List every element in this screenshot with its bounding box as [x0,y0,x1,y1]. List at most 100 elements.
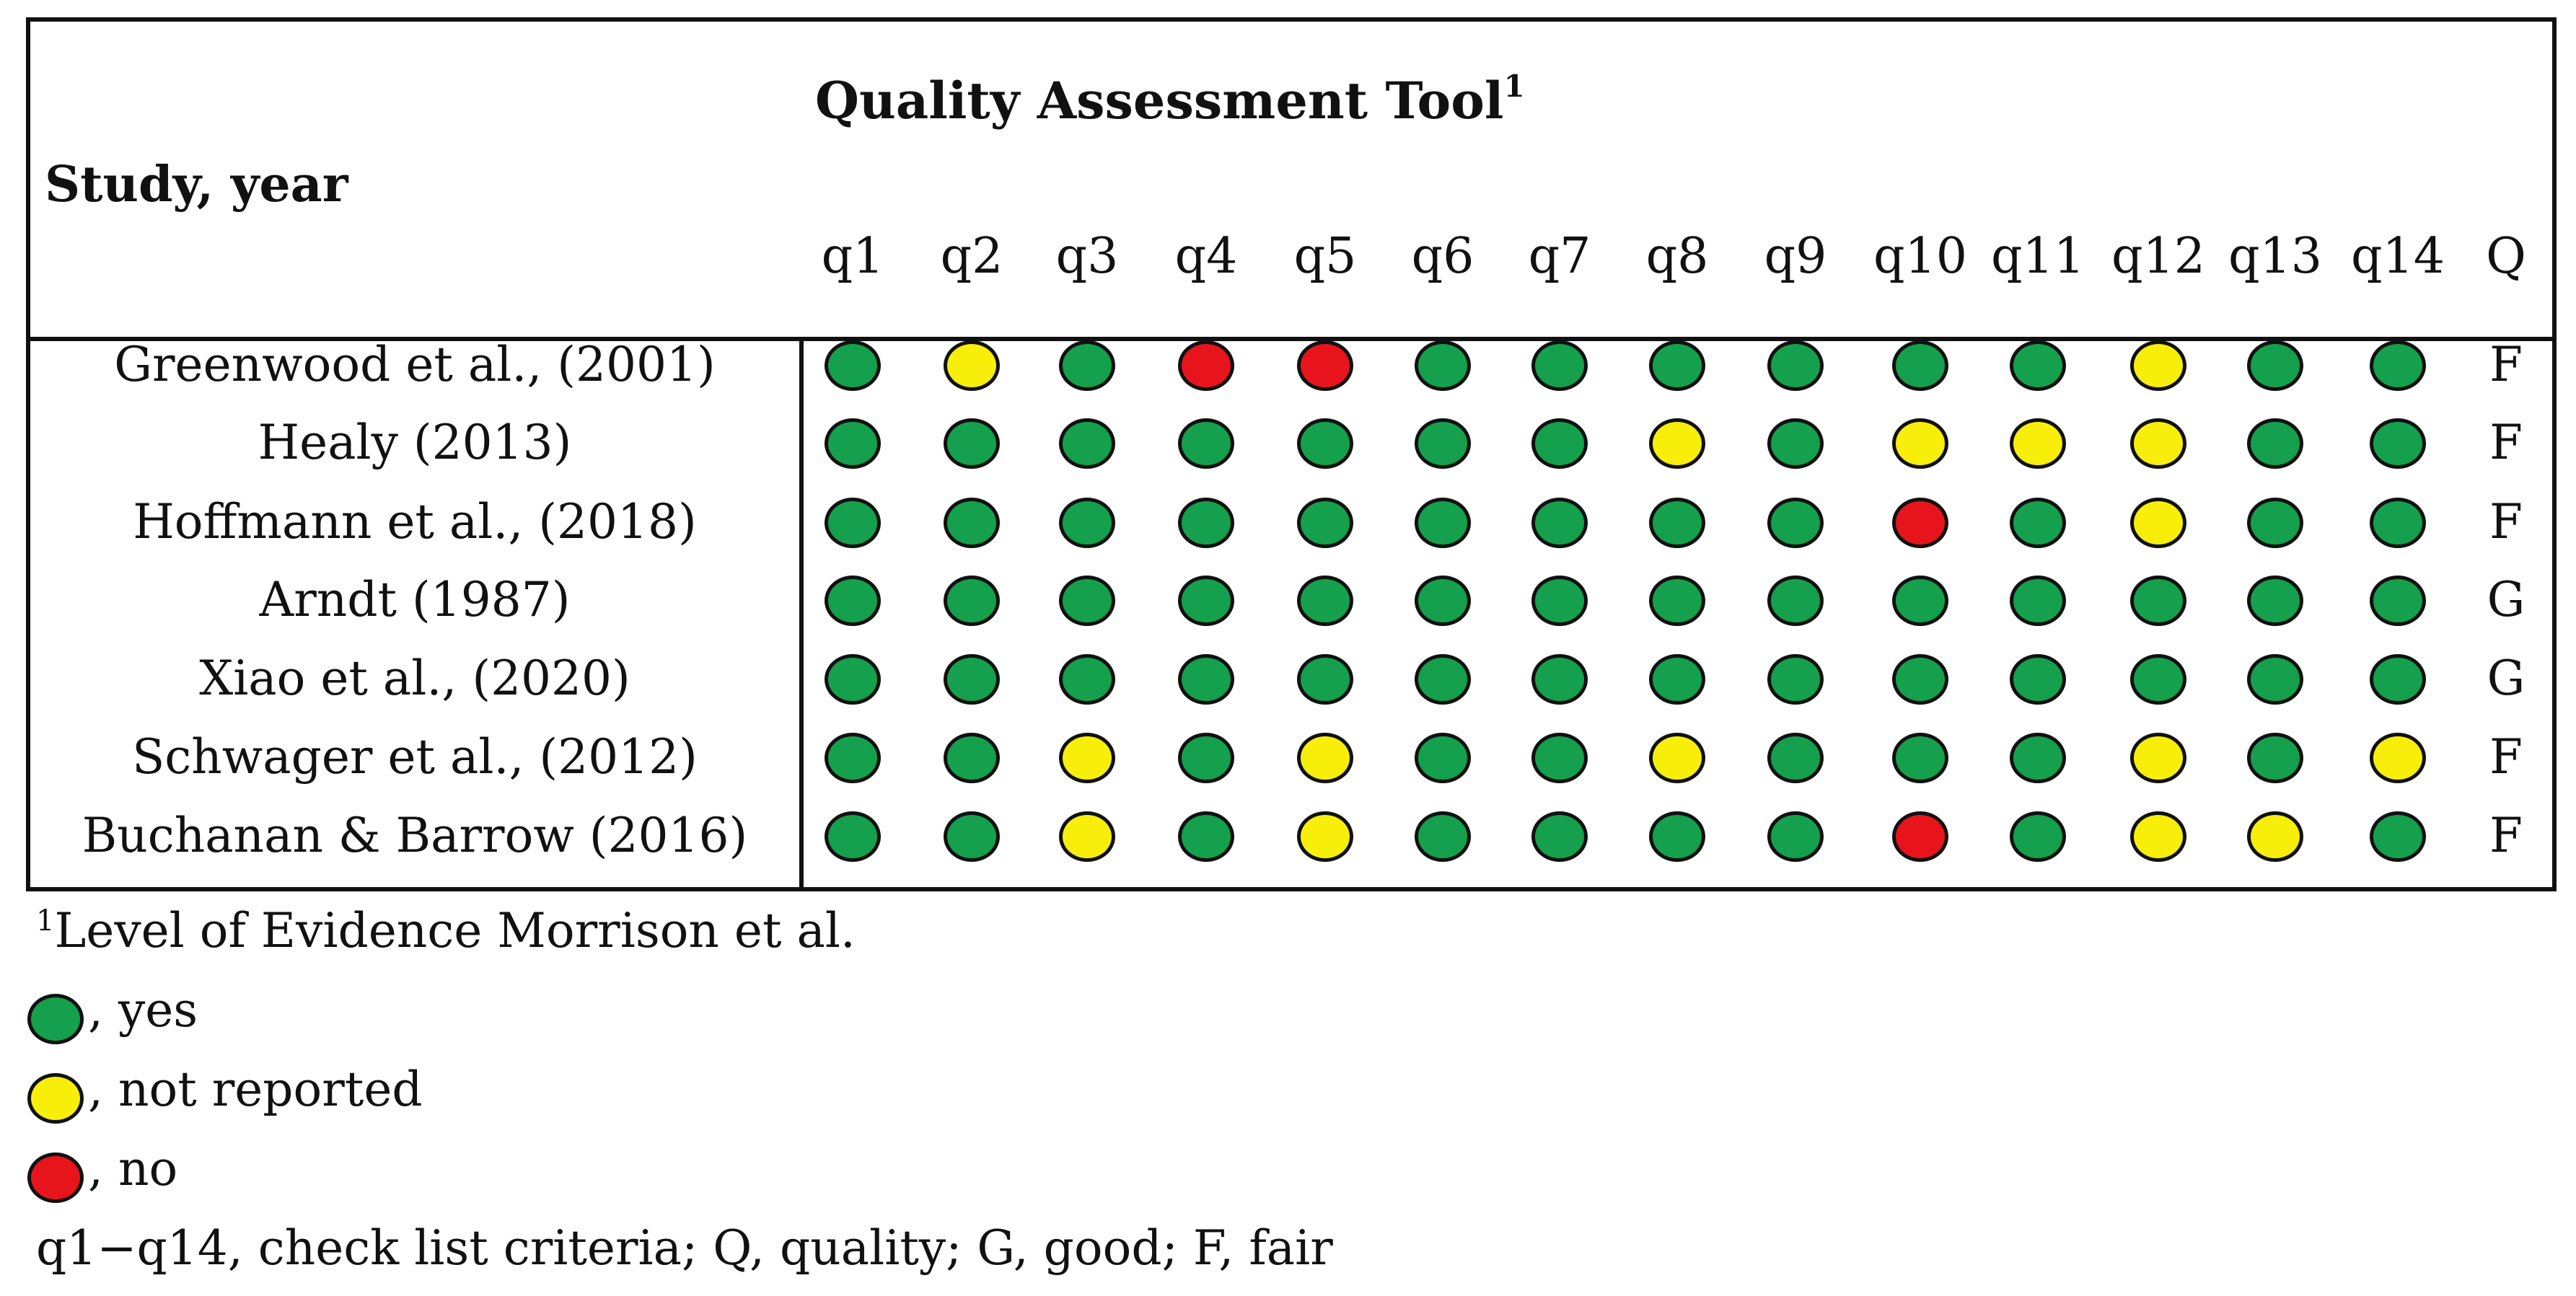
rating-dot-not-reported [2130,498,2186,548]
column-header-q1: q1 [821,228,884,285]
rating-dot-yes [944,576,1000,626]
rating-dot-yes [944,733,1000,783]
rating-dot-yes [2247,418,2303,469]
footnote-mark: 1 [36,904,55,938]
rating-dot-not-reported [1649,418,1705,469]
study-name: Xiao et al., (2020) [199,651,630,706]
rating-dot-yes [1767,340,1824,391]
footnote-level-text: Level of Evidence Morrison et al. [54,903,856,958]
rating-dot-yes [1531,811,1588,862]
rating-dot-yes [2010,654,2066,705]
rating-dot-yes [1892,733,1948,783]
rating-dot-yes [1649,498,1705,548]
column-header-q8: q8 [1645,228,1709,285]
rating-dot-not-reported [1059,811,1115,862]
rating-dot-yes [825,418,881,469]
rating-dot-yes [1415,654,1471,705]
rating-dot-not-reported [944,340,1000,391]
legend-not-reported-icon [27,1073,84,1124]
rating-dot-not-reported [1649,733,1705,783]
column-header-q6: q6 [1411,228,1474,285]
rating-dot-yes [944,418,1000,469]
rating-dot-yes [2010,340,2066,391]
abbreviations-note: q1−q14, check list criteria; Q, quality;… [36,1220,1333,1276]
rating-dot-yes [1178,733,1234,783]
rating-dot-yes [1531,498,1588,548]
tool-title-text: Quality Assessment Tool [815,71,1504,131]
study-name: Schwager et al., (2012) [132,729,698,785]
rating-dot-yes [2370,498,2426,548]
legend-not-reported-label: , not reported [88,1062,423,1117]
rating-dot-no [1297,340,1353,391]
study-name: Healy (2013) [258,415,572,470]
rating-dot-yes [2370,576,2426,626]
study-name: Arndt (1987) [259,572,571,627]
rating-dot-yes [1531,654,1588,705]
rating-dot-yes [2247,576,2303,626]
rating-dot-yes [2247,654,2303,705]
rating-dot-yes [2247,340,2303,391]
rating-dot-yes [1178,498,1234,548]
rating-dot-yes [1767,811,1824,862]
column-header-q4: q4 [1174,228,1238,285]
rating-dot-yes [1649,576,1705,626]
rating-dot-yes [1892,576,1948,626]
column-divider [799,339,804,887]
rating-dot-yes [1649,811,1705,862]
rating-dot-yes [1059,654,1115,705]
rating-dot-yes [1059,576,1115,626]
rating-dot-yes [2010,498,2066,548]
rating-dot-yes [1297,576,1353,626]
rating-dot-yes [1059,418,1115,469]
rating-dot-yes [825,654,881,705]
rating-dot-yes [944,498,1000,548]
rating-dot-yes [1892,340,1948,391]
rating-dot-not-reported [2130,340,2186,391]
rating-dot-not-reported [2130,418,2186,469]
rating-dot-not-reported [2370,733,2426,783]
column-header-q: Q [2486,228,2526,285]
rating-dot-not-reported [2010,418,2066,469]
rating-dot-yes [1059,340,1115,391]
rating-dot-yes [1297,654,1353,705]
rating-dot-yes [825,576,881,626]
legend-yes-label: , yes [88,982,198,1038]
quality-rating: G [2487,651,2526,706]
rating-dot-yes [1178,576,1234,626]
legend-yes-icon [27,994,84,1044]
study-year-header: Study, year [45,156,348,213]
rating-dot-not-reported [1059,733,1115,783]
rating-dot-not-reported [1892,418,1948,469]
column-header-q9: q9 [1764,228,1827,285]
header-rule [30,337,2552,341]
rating-dot-no [1178,340,1234,391]
rating-dot-yes [944,654,1000,705]
rating-dot-yes [1178,418,1234,469]
column-header-q5: q5 [1293,228,1357,285]
rating-dot-not-reported [2130,811,2186,862]
column-header-q14: q14 [2350,228,2445,285]
rating-dot-yes [1297,418,1353,469]
rating-dot-yes [825,811,881,862]
study-name: Buchanan & Barrow (2016) [82,808,748,863]
rating-dot-not-reported [2247,811,2303,862]
study-name: Greenwood et al., (2001) [114,337,716,392]
rating-dot-yes [1531,340,1588,391]
quality-rating: F [2489,808,2523,863]
quality-rating: F [2489,415,2523,470]
rating-dot-yes [1415,811,1471,862]
rating-dot-yes [2370,654,2426,705]
rating-dot-no [1892,498,1948,548]
rating-dot-yes [1767,654,1824,705]
column-header-q13: q13 [2228,228,2323,285]
rating-dot-yes [1297,498,1353,548]
rating-dot-yes [1649,654,1705,705]
rating-dot-yes [2130,576,2186,626]
rating-dot-yes [1178,654,1234,705]
rating-dot-yes [1531,418,1588,469]
rating-dot-yes [1649,340,1705,391]
legend-no-label: , no [88,1141,178,1196]
rating-dot-yes [2010,733,2066,783]
rating-dot-yes [825,498,881,548]
footnote-level: 1Level of Evidence Morrison et al. [36,903,856,958]
